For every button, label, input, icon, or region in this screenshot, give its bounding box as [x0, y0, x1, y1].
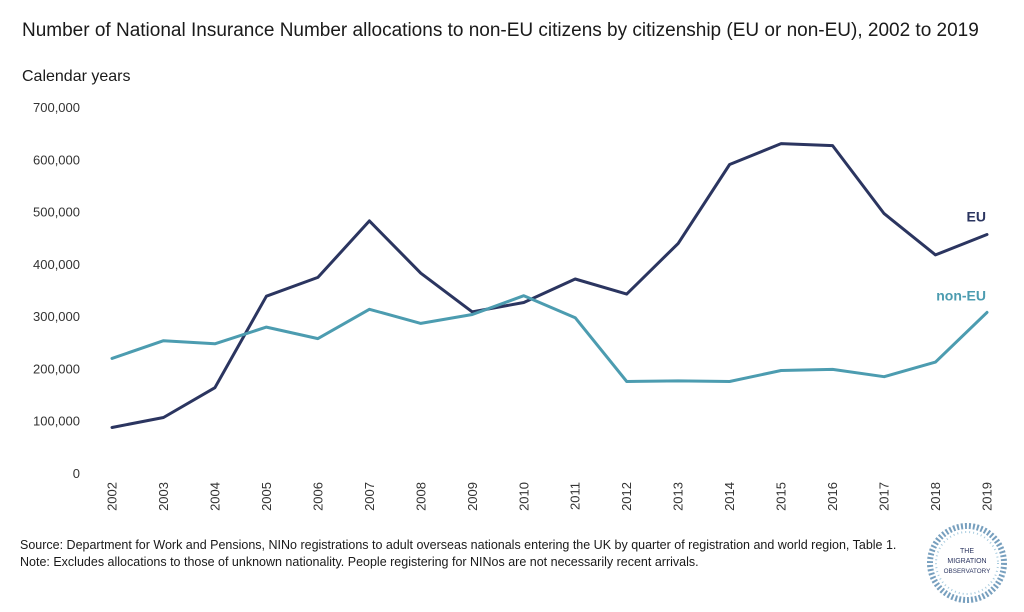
x-tick-label: 2017 [877, 482, 892, 511]
x-tick-label: 2015 [774, 482, 789, 511]
source-note: Source: Department for Work and Pensions… [20, 538, 897, 552]
y-tick-label: 600,000 [33, 152, 80, 167]
logo-line-3: OBSERVATORY [944, 568, 991, 575]
y-tick-label: 100,000 [33, 414, 80, 429]
x-tick-label: 2004 [207, 482, 222, 511]
series-layer: EU non-EU [110, 142, 989, 429]
x-tick-label: 2003 [156, 482, 171, 511]
x-tick-label: 2006 [310, 482, 325, 511]
x-tick-label: 2018 [928, 482, 943, 511]
x-tick-label: 2010 [516, 482, 531, 511]
y-tick-label: 400,000 [33, 257, 80, 272]
x-tick-label: 2012 [619, 482, 634, 511]
y-tick-label: 200,000 [33, 361, 80, 376]
y-axis: 0 100,000 200,000 300,000 400,000 500,000 600,… [33, 100, 80, 481]
x-tick-label: 2005 [259, 482, 274, 511]
y-tick-label: 300,000 [33, 309, 80, 324]
x-tick-label: 2011 [568, 482, 583, 510]
logo-line-1: THE [960, 548, 974, 555]
y-tick-label: 0 [73, 466, 80, 481]
series-line-eu [110, 142, 989, 429]
x-tick-label: 2002 [105, 482, 120, 511]
series-line-non-eu [110, 294, 989, 383]
footer: Source: Department for Work and Pensions… [20, 537, 920, 571]
y-tick-label: 700,000 [33, 100, 80, 115]
y-tick-label: 500,000 [33, 205, 80, 220]
chart-title: Number of National Insurance Number allo… [22, 20, 979, 41]
x-tick-label: 2013 [671, 482, 686, 511]
logo-line-2: MIGRATION [947, 558, 986, 565]
x-axis: 2002 2003 2004 2005 2006 2007 2008 2009 2010 2011… [105, 482, 995, 511]
line-chart: 0 100,000 200,000 300,000 400,000 500,000 600,… [33, 100, 995, 511]
series-label-non-eu: non-EU [936, 287, 986, 303]
x-tick-label: 2019 [980, 482, 995, 511]
exclusion-note: Note: Excludes allocations to those of u… [20, 555, 699, 569]
x-tick-label: 2007 [362, 482, 377, 511]
x-tick-label: 2008 [413, 482, 428, 511]
x-tick-label: 2014 [722, 482, 737, 511]
x-tick-label: 2009 [465, 482, 480, 511]
x-tick-label: 2016 [825, 482, 840, 511]
chart-subtitle: Calendar years [22, 68, 131, 85]
series-label-eu: EU [967, 209, 986, 225]
migration-observatory-logo: THE MIGRATION OBSERVATORY [927, 523, 1007, 603]
